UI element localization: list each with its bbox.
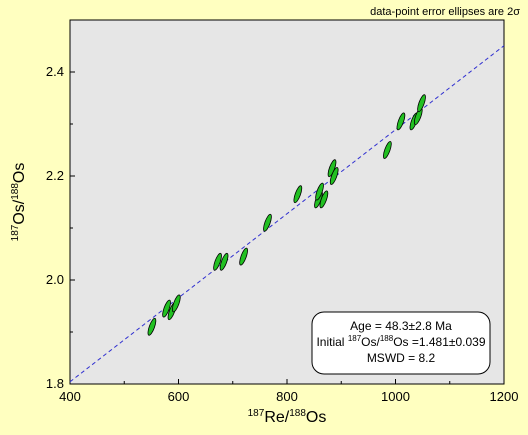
results-box-frame (311, 311, 491, 375)
initial-ratio-value: Os =1.481±0.039 (393, 335, 486, 349)
x-axis-title-base2: Os (306, 409, 326, 426)
data-point-ellipse (293, 185, 303, 204)
data-point-ellipse (319, 190, 329, 209)
x-tick-label: 600 (168, 389, 190, 404)
initial-ratio-sup1: 187 (348, 334, 362, 343)
y-tick-label: 1.8 (46, 376, 64, 391)
data-point-ellipse (417, 94, 426, 113)
data-point-ellipse (263, 213, 272, 232)
initial-ratio-result: Initial 187Os/188Os =1.481±0.039 (316, 334, 485, 349)
y-tick-label: 2.0 (46, 272, 64, 287)
data-point-ellipse (329, 167, 339, 185)
x-axis-title: 187Re/188Os (248, 408, 327, 426)
age-result: Age = 48.3±2.8 Ma (350, 319, 452, 333)
y-axis-title-sup2: 188 (10, 183, 21, 200)
mswd-result: MSWD = 8.2 (367, 351, 436, 365)
data-point-ellipse (172, 294, 181, 313)
x-axis-title-sup2: 188 (289, 408, 306, 419)
initial-ratio-sup2: 188 (380, 334, 394, 343)
regression-line (69, 45, 505, 383)
x-tick-label: 1200 (490, 389, 519, 404)
y-axis-title: 187Os/188Os (10, 163, 28, 242)
data-point-ellipse (162, 299, 171, 318)
data-point-ellipse (315, 182, 324, 201)
data-points (147, 94, 426, 336)
axis-ticks (69, 71, 505, 385)
data-point-ellipse (239, 247, 248, 266)
x-tick-label: 1000 (381, 389, 410, 404)
y-axis-title-sup1: 187 (10, 224, 21, 241)
data-point-ellipse (396, 112, 406, 131)
x-axis-title-base1: Re/ (264, 409, 289, 426)
data-point-ellipse (213, 252, 222, 271)
x-axis-title-sup1: 187 (248, 408, 265, 419)
x-tick-labels: 400 600 800 1000 1200 (59, 389, 518, 404)
y-tick-labels: 1.8 2.0 2.2 2.4 (46, 64, 64, 391)
y-axis-title-base2: Os (11, 163, 28, 183)
initial-ratio-prefix: Initial (316, 335, 347, 349)
data-point-ellipse (383, 141, 392, 159)
y-tick-label: 2.4 (46, 64, 64, 79)
data-point-ellipse (219, 252, 229, 271)
initial-ratio-mid: Os/ (361, 335, 380, 349)
data-point-ellipse (147, 317, 157, 336)
x-tick-label: 800 (276, 389, 298, 404)
results-box: Age = 48.3±2.8 Ma Initial 187Os/188Os =1… (311, 311, 491, 375)
y-tick-label: 2.2 (46, 168, 64, 183)
x-tick-label: 400 (59, 389, 81, 404)
y-axis-title-base1: Os/ (11, 199, 28, 224)
error-ellipse-note: data-point error ellipses are 2σ (370, 6, 520, 18)
